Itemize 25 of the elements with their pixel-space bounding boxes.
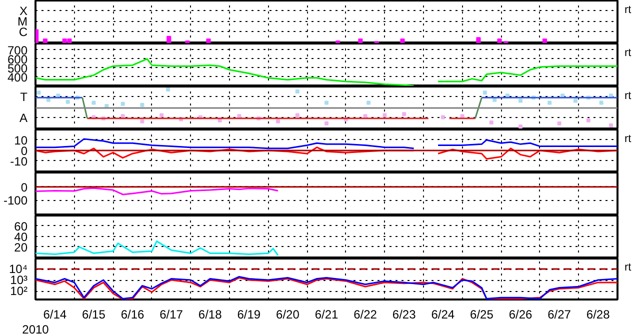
text: rt — [624, 4, 632, 16]
x-tick-label: 6/25 — [470, 308, 494, 322]
x-tick-label: 6/26 — [508, 308, 533, 322]
text: rt — [624, 132, 632, 145]
text: rt — [624, 46, 632, 59]
x-tick-label: 6/21 — [314, 308, 339, 322]
x-tick-label: 6/16 — [120, 308, 145, 322]
y-tick-label: -100 — [3, 194, 28, 208]
x-tick-label: 6/14 — [43, 308, 67, 322]
x-tick-label: 6/27 — [548, 308, 572, 322]
x-tick-label: 6/23 — [392, 308, 416, 322]
x-tick-label: 6/20 — [276, 308, 300, 322]
x-tick-label: 6/28 — [586, 308, 610, 322]
x-tick-label: 6/17 — [160, 308, 184, 322]
x-tick-label: 6/18 — [198, 308, 222, 322]
y-tick-label: 0 — [20, 180, 28, 194]
text: rt — [624, 90, 632, 102]
text: T — [20, 90, 28, 104]
text: A — [19, 110, 28, 125]
x-tick-label: 6/24 — [431, 308, 455, 322]
x-tick-label: 6/22 — [354, 308, 378, 322]
x-axis-title: 2010 — [22, 322, 50, 334]
x-tick-label: 6/19 — [237, 308, 261, 322]
x-tick-label: 6/15 — [82, 308, 106, 322]
text: rt — [624, 262, 632, 274]
